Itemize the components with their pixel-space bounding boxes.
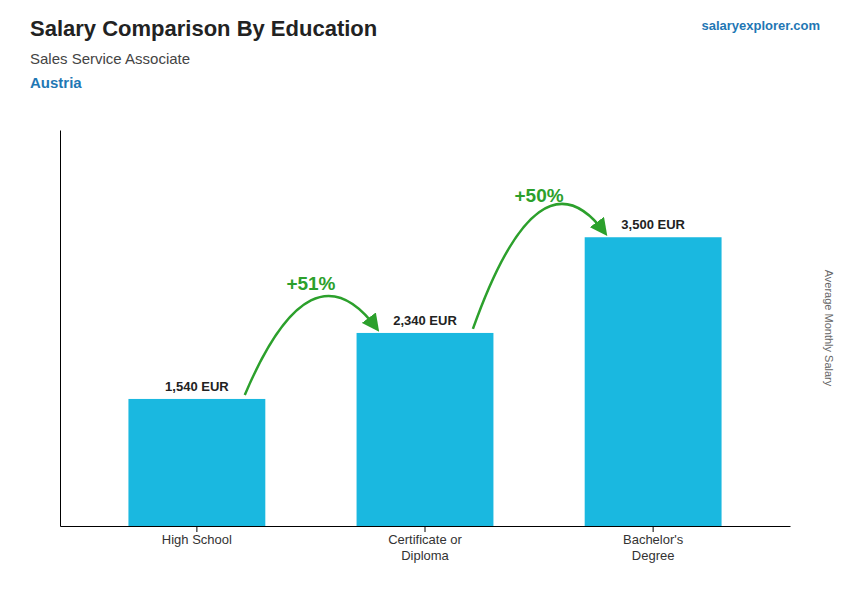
country: Austria — [30, 74, 82, 91]
arrows: +51% +50% — [245, 185, 605, 395]
x-tick-label-line: Degree — [632, 548, 675, 563]
bars — [128, 237, 721, 526]
percent-label: +50% — [515, 185, 564, 206]
x-axis: High School Certificate orDiploma Bachelor… — [61, 526, 791, 563]
subtitle: Sales Service Associate — [30, 50, 190, 67]
x-tick-label-line: Certificate or — [388, 532, 462, 547]
x-tick-label-line: Bachelor's — [623, 532, 684, 547]
x-tick-label-line: High School — [162, 532, 232, 547]
x-tick-label-line: Diploma — [401, 548, 449, 563]
x-tick-mark — [196, 526, 197, 532]
x-tick-mark — [653, 526, 654, 532]
site-name: salaryexplorer.com — [701, 18, 820, 33]
x-tick: Certificate orDiploma — [388, 526, 462, 563]
x-tick: Bachelor'sDegree — [623, 526, 684, 563]
data-label: 3,500 EUR — [621, 217, 685, 232]
title: Salary Comparison By Education — [30, 16, 377, 41]
data-label: 1,540 EUR — [165, 379, 229, 394]
bar — [357, 333, 494, 526]
bar — [585, 237, 722, 526]
data-label: 2,340 EUR — [393, 313, 457, 328]
bar — [128, 399, 265, 526]
x-tick: High School — [162, 526, 232, 547]
x-tick-label: High School — [162, 532, 232, 547]
arrow — [473, 204, 605, 329]
y-axis-line — [60, 131, 61, 527]
x-tick-mark — [425, 526, 426, 532]
percent-label: +51% — [286, 273, 335, 294]
y-axis — [60, 131, 61, 527]
y-axis-title: Average Monthly Salary — [823, 270, 835, 387]
x-tick-label: Bachelor'sDegree — [623, 532, 684, 563]
plot: High School Certificate orDiploma Bachelor… — [61, 131, 791, 563]
arrow — [245, 296, 377, 395]
data-labels: 1,540 EUR 2,340 EUR 3,500 EUR — [165, 217, 685, 394]
x-tick-label: Certificate orDiploma — [388, 532, 462, 563]
chart: Salary Comparison By Education Sales Serv… — [0, 0, 850, 606]
